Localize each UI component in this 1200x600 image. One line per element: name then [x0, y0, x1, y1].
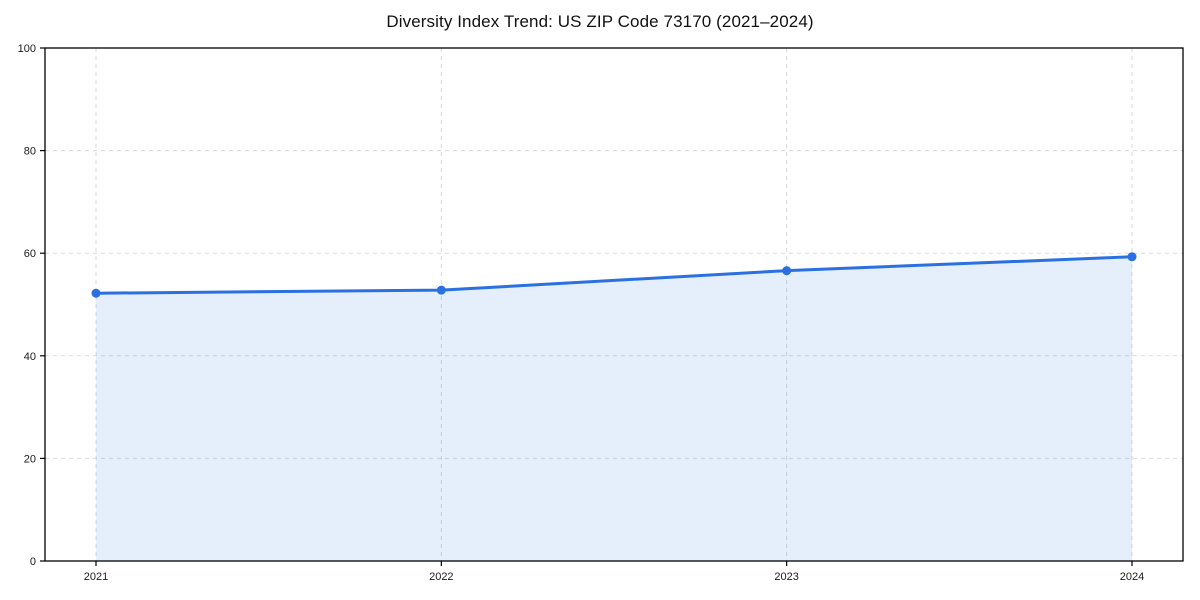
- x-axis-tick-label: 2023: [774, 571, 798, 583]
- y-axis-tick-label: 60: [24, 248, 36, 260]
- y-axis-tick-label: 0: [30, 556, 36, 568]
- area-fill: [96, 256, 1132, 561]
- chart-title: Diversity Index Trend: US ZIP Code 73170…: [386, 12, 814, 31]
- plot-area: [45, 48, 1183, 561]
- data-point: [436, 285, 446, 295]
- y-axis-tick-label: 40: [24, 351, 36, 363]
- data-point: [782, 266, 792, 276]
- y-axis-tick-label: 20: [24, 453, 36, 465]
- y-axis-tick-label: 100: [18, 43, 36, 55]
- x-axis-tick-label: 2024: [1120, 571, 1144, 583]
- y-axis-tick-label: 80: [24, 146, 36, 158]
- x-axis-tick-label: 2021: [84, 571, 108, 583]
- trend-line: [94, 255, 1134, 295]
- x-axis-tick-label: 2022: [429, 571, 453, 583]
- plot-border: [44, 47, 1184, 562]
- data-point: [91, 288, 101, 298]
- data-point: [1127, 252, 1137, 262]
